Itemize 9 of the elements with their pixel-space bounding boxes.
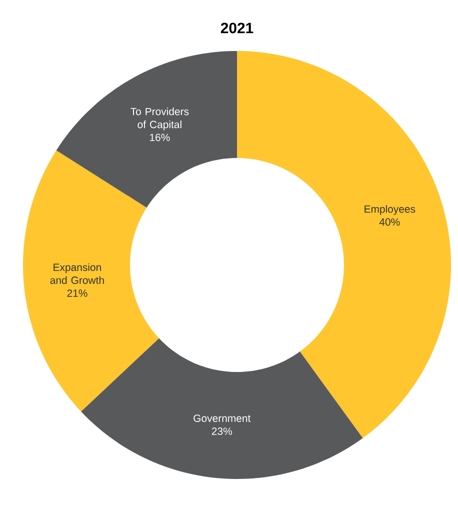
data-label: 16%: [150, 134, 170, 142]
slice-label: To Providers of Capital: [130, 108, 189, 130]
slice-label: Expansion and Growth: [50, 263, 104, 284]
slice-label: Government: [194, 414, 251, 422]
data-label: 40%: [379, 218, 400, 226]
chart-title: 2021: [220, 22, 254, 34]
data-label: 23%: [212, 428, 232, 435]
data-label: 21%: [67, 290, 88, 297]
slice-label: Employees: [364, 205, 416, 215]
